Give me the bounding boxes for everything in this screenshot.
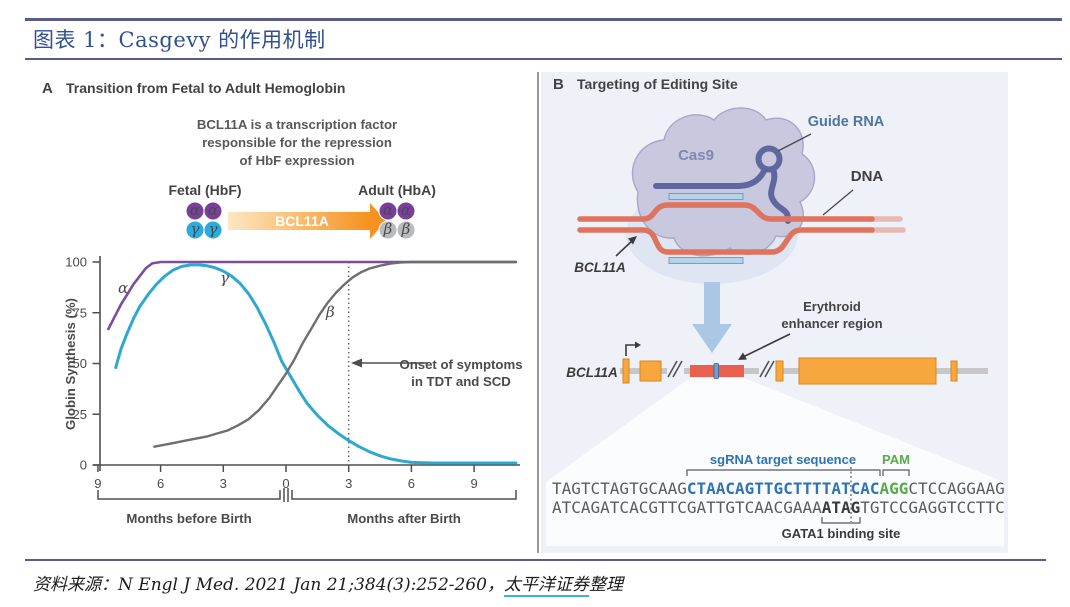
svg-text:0: 0: [80, 458, 87, 473]
series-curve-γ: [114, 263, 518, 465]
dna-label: DNA: [851, 168, 884, 185]
svg-text:α: α: [208, 201, 218, 219]
sgrna-sequence-label: sgRNA target sequence: [710, 452, 856, 467]
erythroid-label-line2: enhancer region: [781, 316, 882, 331]
bcl11a-arrow-label: BCL11A: [275, 213, 329, 229]
exon-3: [775, 360, 784, 382]
down-arrow-icon: [692, 282, 732, 353]
guide-rna-pointer: [777, 133, 812, 152]
sequence-brackets: [686, 469, 910, 524]
onset-text-line1: Onset of symptoms: [399, 357, 522, 372]
svg-text:3: 3: [345, 476, 352, 491]
fetal-label: Fetal (HbF): [168, 182, 241, 198]
y-ticks: 100 75 50 25 0: [65, 255, 100, 473]
base-pair-bar-bottom: [668, 257, 744, 264]
pam-label: PAM: [882, 452, 910, 467]
adult-label: Adult (HbA): [358, 182, 436, 198]
panel-b: B Targeting of Editing Site Cas9 Guide R…: [541, 72, 1008, 553]
source-org-link[interactable]: 太平洋证券: [503, 575, 589, 597]
panel-a: A Transition from Fetal to Adult Hemoglo…: [42, 80, 523, 526]
svg-text:6: 6: [157, 476, 164, 491]
bcl11a-arrow: BCL11A: [228, 203, 386, 239]
svg-text:α: α: [190, 201, 200, 219]
fetal-hemoglobin-icon: α α γ γ: [185, 201, 223, 240]
svg-text:γ: γ: [191, 220, 200, 238]
bcl11a-pointer-arrow: [615, 236, 637, 257]
gene-break-1: [667, 360, 683, 378]
gene-break-2: [759, 360, 775, 378]
bcl11a-dna-label: BCL11A: [574, 260, 626, 275]
transcription-start-arrow: [625, 341, 641, 356]
svg-text:α: α: [401, 201, 411, 219]
svg-text:3: 3: [220, 476, 227, 491]
guide-rna-label: Guide RNA: [808, 114, 885, 130]
panel-b-label: B: [553, 76, 564, 93]
sequence-bottom-strand: ATCAGATCACGTTCGATTGTCAACGAAAATAGTGTCCGAG…: [552, 498, 1005, 517]
svg-text:75: 75: [73, 305, 87, 320]
series-curve-α: [107, 260, 518, 331]
onset-text-line2: in TDT and SCD: [411, 374, 511, 389]
sequence-top-strand: TAGTCTAGTGCAAGCTAACAGTTGCTTTTATCACAGGCTC…: [552, 479, 1005, 498]
bcl11a-caption-line1: BCL11A is a transcription factor: [197, 117, 397, 132]
gene-label: BCL11A: [566, 365, 618, 380]
svg-text:100: 100: [65, 255, 87, 270]
exon-2: [639, 360, 662, 382]
enhancer-pointer-arrow: [738, 333, 791, 360]
svg-text:25: 25: [73, 407, 87, 422]
svg-text:β: β: [383, 220, 393, 238]
series-label-α: α: [118, 279, 128, 297]
base-pair-bar-top: [668, 193, 744, 200]
page-title: 图表 1：Casgevy 的作用机制: [33, 28, 326, 52]
x-label-before: Months before Birth: [126, 511, 251, 526]
dna-strands: [577, 202, 906, 255]
source-reference: N Engl J Med. 2021 Jan 21;384(3):252-260…: [118, 575, 504, 595]
bcl11a-caption-line3: of HbF expression: [239, 153, 354, 168]
svg-text:0: 0: [282, 476, 289, 491]
editing-site-tick: [713, 363, 719, 379]
erythroid-label-line1: Erythroid: [803, 299, 861, 314]
zoom-wedge: [546, 378, 1004, 546]
exon-5: [950, 360, 958, 382]
panel-divider: [537, 72, 539, 553]
svg-text:9: 9: [470, 476, 477, 491]
cas9-label: Cas9: [678, 147, 714, 164]
source-suffix: 整理: [588, 575, 623, 595]
onset-annotation: Onset of symptoms in TDT and SCD: [351, 357, 523, 389]
exon-1: [622, 358, 630, 384]
bcl11a-caption-line2: responsible for the repression: [202, 135, 392, 150]
source-label: 资料来源：: [33, 575, 118, 595]
svg-text:50: 50: [73, 356, 87, 371]
svg-text:γ: γ: [209, 220, 218, 238]
svg-text:β: β: [401, 220, 411, 238]
dna-pointer: [822, 189, 854, 216]
svg-text:9: 9: [94, 476, 101, 491]
panel-a-title: Transition from Fetal to Adult Hemoglobi…: [66, 80, 345, 96]
source-line: 资料来源：N Engl J Med. 2021 Jan 21;384(3):25…: [33, 570, 623, 597]
svg-text:6: 6: [408, 476, 415, 491]
panel-a-label: A: [42, 80, 53, 97]
axis-brackets: [97, 488, 517, 502]
guide-rna-icon: [653, 145, 792, 224]
y-axis-label: Globin Synthesis (%): [63, 298, 78, 430]
cas9-complex-diagram: Cas9 Guide RNA DNA BCL11A: [574, 107, 906, 284]
footer-rule: [25, 559, 1046, 561]
adult-hemoglobin-icon: α α β β: [378, 201, 416, 240]
bcl11a-gene-diagram: BCL11A: [566, 341, 988, 385]
series-label-β: β: [325, 303, 335, 321]
panel-b-title: Targeting of Editing Site: [577, 76, 738, 92]
sequence-block: sgRNA target sequence PAM TAGTCTAGTGCAAG…: [552, 452, 1005, 541]
exon-4: [798, 357, 937, 385]
chart-series: α γ β: [107, 260, 518, 465]
gata1-binding-site-label: GATA1 binding site: [782, 526, 901, 541]
series-curve-β: [153, 260, 518, 448]
figure-title-block: 图表 1：Casgevy 的作用机制: [25, 18, 1062, 60]
svg-text:α: α: [383, 201, 393, 219]
x-ticks: 9 6 3 0 3 6 9: [94, 465, 478, 491]
series-label-γ: γ: [220, 269, 229, 287]
x-label-after: Months after Birth: [347, 511, 461, 526]
